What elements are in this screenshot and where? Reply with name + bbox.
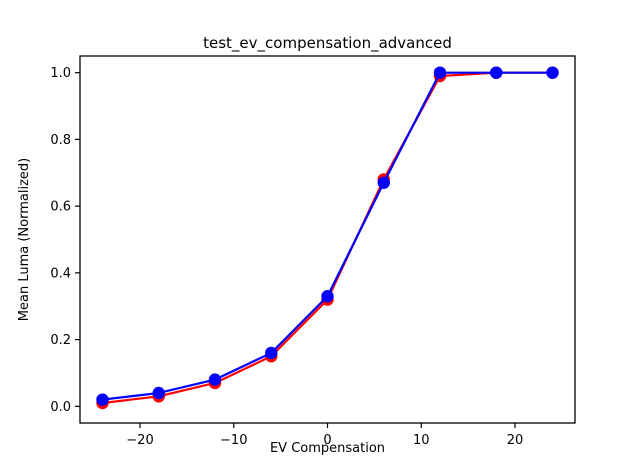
y-tick-label: 0.0 [50, 400, 71, 415]
blue-series-data-point [433, 66, 447, 79]
blue-series-data-point [208, 373, 222, 386]
blue-series-data-point [152, 386, 165, 400]
y-tick-label: 0.2 [50, 333, 71, 348]
blue-series-data-point [546, 66, 559, 79]
x-tick-label: −20 [126, 433, 153, 448]
blue-series-data-point [96, 393, 109, 406]
plot-background [80, 56, 575, 423]
ticks-layer [75, 72, 516, 428]
x-tick-label: 20 [507, 433, 524, 448]
blue-series-data-point [490, 66, 503, 79]
series-layer [96, 66, 559, 410]
y-tick-label: 0.6 [50, 200, 71, 215]
x-tick-label: −10 [220, 433, 247, 448]
blue-series-data-point [321, 290, 334, 303]
y-tick-label: 0.4 [50, 266, 71, 281]
blue-series-data-point [265, 346, 278, 360]
y-tick-label: 1.0 [50, 66, 71, 81]
plot-border [79, 55, 576, 424]
y-tick-label: 0.8 [50, 133, 71, 148]
blue-series-data-point [377, 176, 390, 189]
y-axis-label: Mean Luma (Normalized) [17, 158, 32, 321]
x-tick-label: 0 [323, 433, 331, 448]
x-axis-label: EV Compensation [270, 441, 385, 456]
tick-labels-layer: −20 −10 0 10 20 0.0 0.2 0.4 0.6 0.8 1.0 [50, 66, 523, 448]
x-tick-label: 10 [413, 433, 430, 448]
chart-title: test_ev_compensation_advanced [203, 34, 452, 53]
